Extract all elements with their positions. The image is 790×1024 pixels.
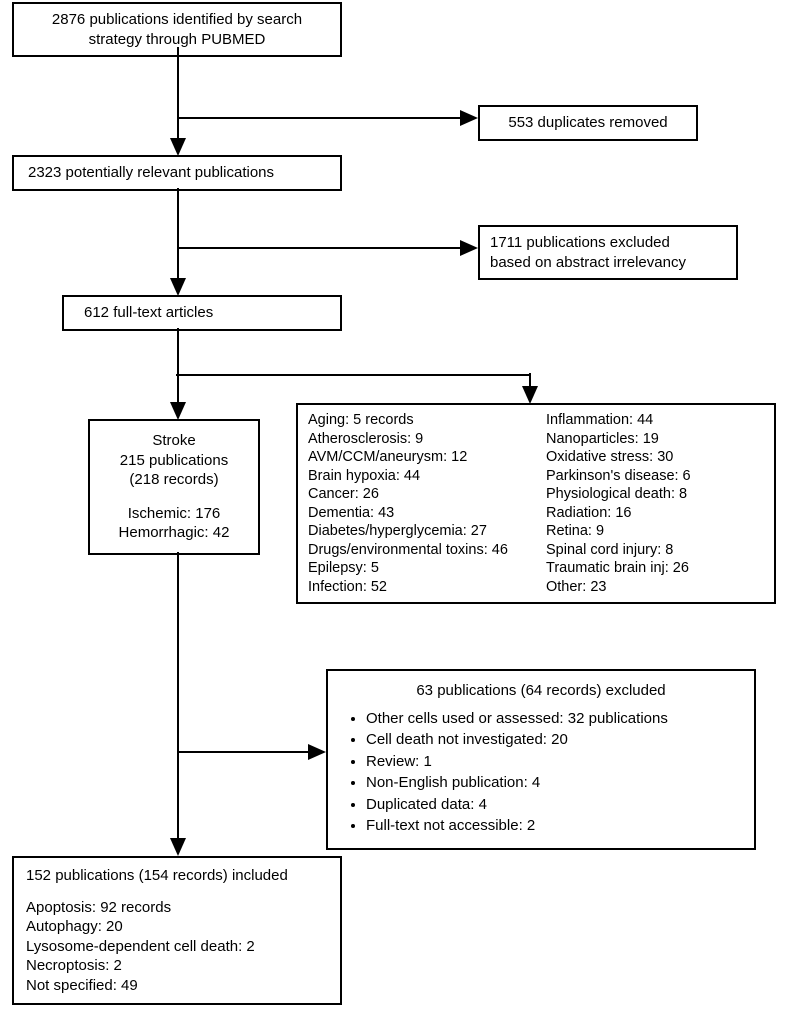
included-items: Apoptosis: 92 recordsAutophagy: 20Lysoso… xyxy=(26,898,328,996)
category-item: Nanoparticles: 19 xyxy=(546,430,764,449)
text: 2876 publications identified by search xyxy=(24,10,330,30)
category-item: Traumatic brain inj: 26 xyxy=(546,559,764,578)
excluded-title: 63 publications (64 records) excluded xyxy=(342,681,740,701)
excluded-bullets: Other cells used or assessed: 32 publica… xyxy=(342,709,740,836)
text: based on abstract irrelevancy xyxy=(490,253,726,273)
box-included: 152 publications (154 records) included … xyxy=(12,856,342,1005)
text: (218 records) xyxy=(98,470,250,490)
box-categories: Aging: 5 recordsAtherosclerosis: 9AVM/CC… xyxy=(296,403,776,604)
stroke-title: Stroke xyxy=(98,431,250,451)
excluded-bullet: Duplicated data: 4 xyxy=(366,795,740,815)
excluded-bullet: Cell death not investigated: 20 xyxy=(366,730,740,750)
category-item: Infection: 52 xyxy=(308,578,526,597)
category-item: Oxidative stress: 30 xyxy=(546,448,764,467)
category-item: Epilepsy: 5 xyxy=(308,559,526,578)
text: Ischemic: 176 xyxy=(98,504,250,524)
category-item: Parkinson's disease: 6 xyxy=(546,467,764,486)
included-item: Necroptosis: 2 xyxy=(26,956,328,976)
box-identified: 2876 publications identified by search s… xyxy=(12,2,342,57)
box-excluded-abstract: 1711 publications excluded based on abst… xyxy=(478,225,738,280)
category-item: AVM/CCM/aneurysm: 12 xyxy=(308,448,526,467)
text: 612 full-text articles xyxy=(84,304,213,321)
excluded-bullet: Other cells used or assessed: 32 publica… xyxy=(366,709,740,729)
text: Hemorrhagic: 42 xyxy=(98,523,250,543)
included-item: Apoptosis: 92 records xyxy=(26,898,328,918)
included-item: Not specified: 49 xyxy=(26,976,328,996)
category-item: Aging: 5 records xyxy=(308,411,526,430)
category-item: Physiological death: 8 xyxy=(546,485,764,504)
category-item: Retina: 9 xyxy=(546,522,764,541)
category-item: Atherosclerosis: 9 xyxy=(308,430,526,449)
excluded-bullet: Review: 1 xyxy=(366,752,740,772)
included-item: Autophagy: 20 xyxy=(26,917,328,937)
category-item: Brain hypoxia: 44 xyxy=(308,467,526,486)
categories-col1: Aging: 5 recordsAtherosclerosis: 9AVM/CC… xyxy=(308,411,526,596)
text: 215 publications xyxy=(98,451,250,471)
included-item: Lysosome-dependent cell death: 2 xyxy=(26,937,328,957)
category-item: Diabetes/hyperglycemia: 27 xyxy=(308,522,526,541)
box-fulltext: 612 full-text articles xyxy=(62,295,342,331)
category-item: Other: 23 xyxy=(546,578,764,597)
text: 553 duplicates removed xyxy=(508,114,667,131)
category-item: Inflammation: 44 xyxy=(546,411,764,430)
category-item: Cancer: 26 xyxy=(308,485,526,504)
excluded-bullet: Non-English publication: 4 xyxy=(366,773,740,793)
box-duplicates: 553 duplicates removed xyxy=(478,105,698,141)
category-item: Dementia: 43 xyxy=(308,504,526,523)
categories-col2: Inflammation: 44Nanoparticles: 19Oxidati… xyxy=(546,411,764,596)
text: 1711 publications excluded xyxy=(490,233,726,253)
category-item: Radiation: 16 xyxy=(546,504,764,523)
box-stroke: Stroke 215 publications (218 records) Is… xyxy=(88,419,260,555)
included-title: 152 publications (154 records) included xyxy=(26,866,328,886)
category-item: Spinal cord injury: 8 xyxy=(546,541,764,560)
text: strategy through PUBMED xyxy=(24,30,330,50)
excluded-bullet: Full-text not accessible: 2 xyxy=(366,816,740,836)
box-excluded-records: 63 publications (64 records) excluded Ot… xyxy=(326,669,756,850)
category-item: Drugs/environmental toxins: 46 xyxy=(308,541,526,560)
text: 2323 potentially relevant publications xyxy=(28,164,274,181)
box-relevant: 2323 potentially relevant publications xyxy=(12,155,342,191)
